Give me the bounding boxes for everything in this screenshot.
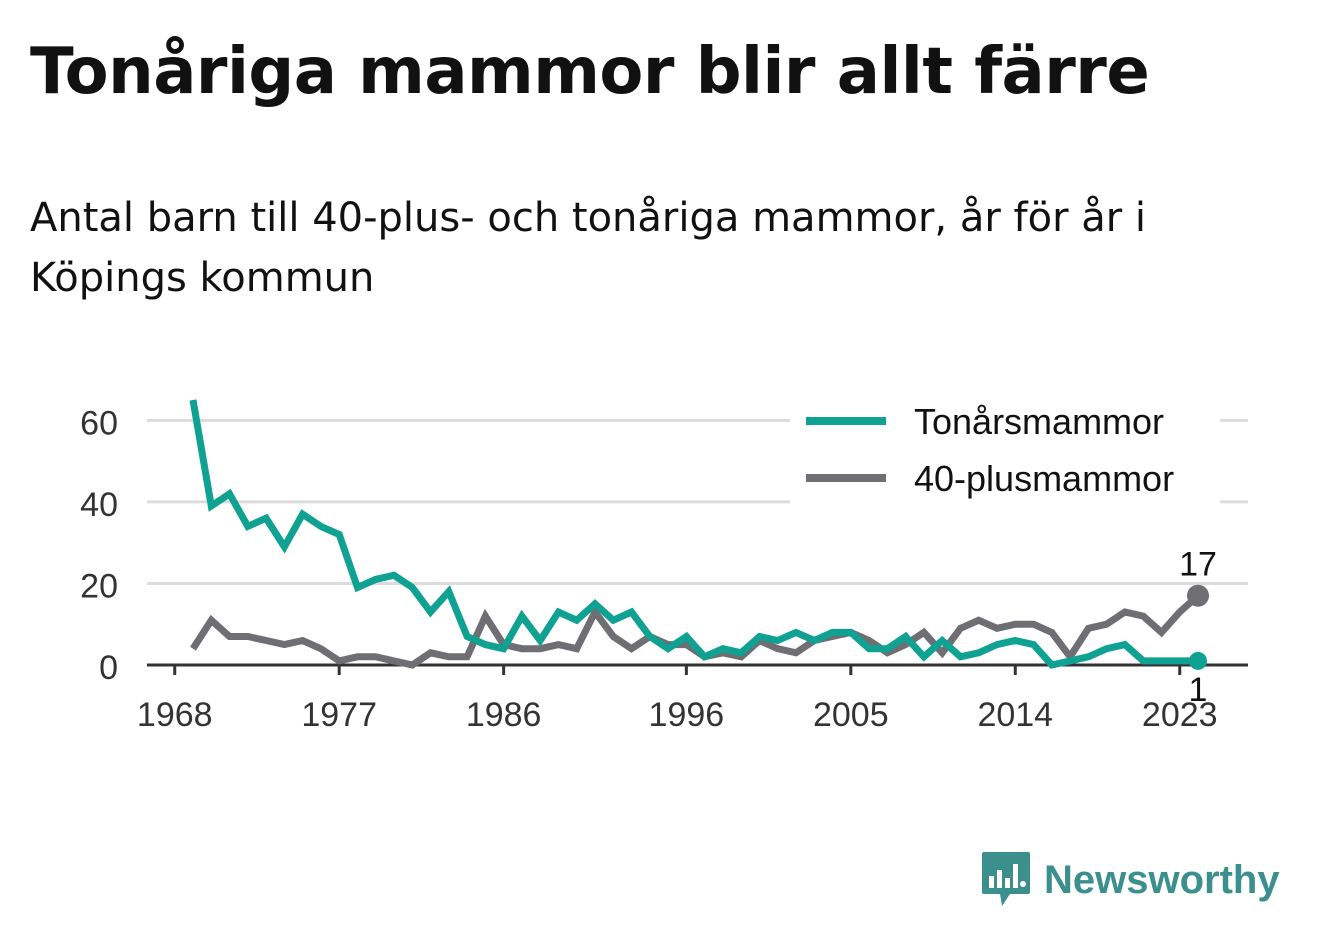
x-tick-label-2005: 2005 <box>813 696 889 734</box>
legend-label-40-plusmammor: 40-plusmammor <box>914 458 1174 499</box>
series-line-tonårsmammor <box>189 399 1198 669</box>
y-tick-label-60: 60 <box>80 404 118 442</box>
end-marker-tonårsmammor <box>1189 651 1207 670</box>
bar-chart-speech-bubble-icon <box>982 852 1030 906</box>
brand-name: Newsworthy <box>1044 857 1280 902</box>
y-tick-label-0: 0 <box>99 649 118 687</box>
y-tick-label-20: 20 <box>80 567 118 605</box>
x-tick-label-1996: 1996 <box>649 696 725 734</box>
end-marker-40-plusmammor <box>1187 584 1209 607</box>
end-label-40-plusmammor: 17 <box>1179 546 1217 584</box>
x-tick-label-1977: 1977 <box>301 696 377 734</box>
x-tick-label-1986: 1986 <box>466 696 542 734</box>
series-line-40-plusmammor <box>190 593 1201 669</box>
x-axis-ticks: 1968 1977 1986 1996 2005 2014 2023 <box>137 665 1218 734</box>
chart-title: Tonåriga mammor blir allt färre <box>30 35 1150 109</box>
x-tick-label-2023: 2023 <box>1142 696 1218 734</box>
legend: Tonårsmammor 40-plusmammor <box>790 392 1220 510</box>
newsworthy-logo: Newsworthy <box>980 850 1280 910</box>
y-tick-label-40: 40 <box>80 486 118 524</box>
series-lines <box>189 399 1201 669</box>
chart-subtitle: Antal barn till 40-plus- och tonåriga ma… <box>30 195 1147 301</box>
y-axis-ticks: 0 20 40 60 <box>80 404 118 687</box>
x-tick-label-2014: 2014 <box>977 696 1053 734</box>
legend-label-tonårsmammor: Tonårsmammor <box>914 401 1164 442</box>
end-label-tonårsmammor: 1 <box>1189 671 1208 709</box>
x-tick-label-1968: 1968 <box>137 696 213 734</box>
end-markers: 17 1 <box>1179 546 1217 709</box>
legend-background <box>790 392 1220 510</box>
